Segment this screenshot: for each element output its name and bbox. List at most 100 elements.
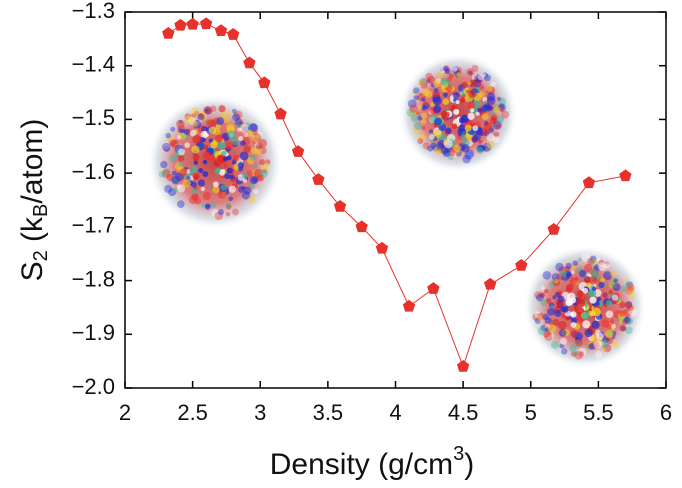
atom xyxy=(625,278,630,283)
atom xyxy=(258,138,268,148)
atom xyxy=(440,110,448,117)
data-point xyxy=(174,18,187,31)
atom xyxy=(464,124,472,132)
atom xyxy=(630,306,636,312)
atom xyxy=(236,123,242,129)
atom xyxy=(486,140,495,149)
atom xyxy=(164,184,173,193)
atom xyxy=(537,326,547,335)
atom xyxy=(486,133,495,142)
atom xyxy=(198,168,204,174)
x-tick-label: 2.5 xyxy=(177,400,208,425)
atom xyxy=(500,107,505,112)
atom xyxy=(433,79,441,88)
atom xyxy=(477,74,484,81)
atom xyxy=(482,142,492,152)
atom xyxy=(605,310,614,319)
atom xyxy=(598,259,605,265)
y-tick-label: −1.7 xyxy=(72,213,115,238)
atom xyxy=(245,122,251,128)
atom xyxy=(588,289,597,298)
atom xyxy=(476,146,484,154)
atom xyxy=(570,322,577,328)
atom xyxy=(253,163,258,168)
atom xyxy=(534,311,541,318)
atom xyxy=(533,291,542,300)
atom xyxy=(167,135,175,143)
atom xyxy=(570,317,578,324)
atom xyxy=(239,123,249,133)
atom xyxy=(602,293,608,299)
atom xyxy=(576,298,586,308)
atom xyxy=(480,145,487,152)
atom xyxy=(603,271,613,281)
atom xyxy=(228,196,234,202)
atom xyxy=(625,281,631,288)
atom xyxy=(177,154,185,162)
atom xyxy=(618,301,626,309)
atom xyxy=(492,136,500,144)
atom xyxy=(536,315,543,321)
atom xyxy=(590,258,598,266)
atom xyxy=(613,278,618,283)
atom xyxy=(178,119,183,125)
atom xyxy=(209,105,217,113)
atom xyxy=(161,141,171,150)
data-point xyxy=(258,76,271,89)
atom xyxy=(423,101,428,106)
atom xyxy=(471,73,478,81)
atom xyxy=(501,110,510,119)
atom xyxy=(598,281,605,289)
atom xyxy=(254,147,263,155)
atom xyxy=(456,150,462,157)
atom xyxy=(479,84,485,90)
atom xyxy=(449,151,455,157)
atom xyxy=(420,81,428,89)
atom xyxy=(161,169,171,179)
atom xyxy=(171,175,180,185)
atom xyxy=(604,261,610,267)
atom xyxy=(542,270,552,280)
atom xyxy=(543,331,550,338)
data-point xyxy=(291,145,305,157)
atom xyxy=(624,301,633,310)
atom xyxy=(560,348,568,355)
atom xyxy=(619,310,626,317)
atom xyxy=(210,202,217,208)
atom xyxy=(430,142,437,149)
atom xyxy=(453,144,462,153)
atom xyxy=(537,312,545,320)
atom xyxy=(612,340,618,346)
atom xyxy=(559,343,565,349)
atom xyxy=(475,111,480,116)
data-point xyxy=(355,220,368,233)
atom xyxy=(192,134,202,144)
atom xyxy=(428,129,433,134)
atom xyxy=(214,211,224,221)
molecule-images xyxy=(147,53,647,369)
atom xyxy=(412,128,420,135)
atom xyxy=(587,257,595,266)
atom xyxy=(197,179,206,187)
atom xyxy=(202,171,209,177)
atom xyxy=(427,145,434,152)
atom xyxy=(609,280,616,287)
atom xyxy=(490,110,495,116)
atom xyxy=(610,270,616,277)
atom xyxy=(572,351,578,357)
atom xyxy=(495,123,501,129)
atom xyxy=(620,285,627,292)
atom xyxy=(560,337,568,345)
atom xyxy=(597,262,607,271)
atom xyxy=(256,175,263,182)
atom xyxy=(226,167,233,174)
atom xyxy=(253,133,262,141)
atom xyxy=(570,311,577,318)
atom xyxy=(584,263,593,273)
x-tick-label: 2 xyxy=(119,400,131,425)
atom xyxy=(467,101,475,110)
atom xyxy=(170,126,176,132)
atom xyxy=(259,169,269,178)
atom xyxy=(547,307,556,316)
atom xyxy=(249,175,259,185)
